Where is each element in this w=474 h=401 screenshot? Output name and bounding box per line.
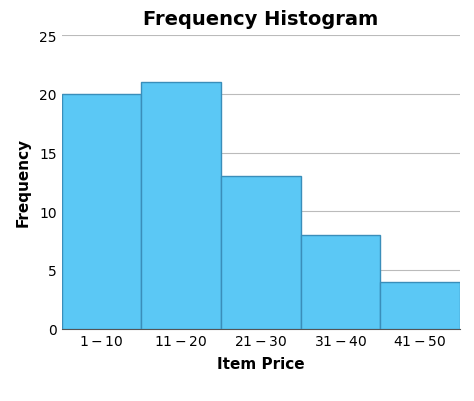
Title: Frequency Histogram: Frequency Histogram <box>143 10 378 29</box>
Bar <box>380 282 460 329</box>
Bar <box>221 176 301 329</box>
Bar <box>62 95 141 329</box>
Bar <box>301 235 380 329</box>
Y-axis label: Frequency: Frequency <box>16 138 31 227</box>
X-axis label: Item Price: Item Price <box>217 356 304 371</box>
Bar <box>141 83 221 329</box>
